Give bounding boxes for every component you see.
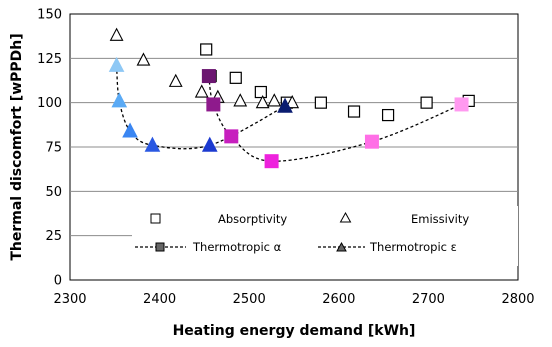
legend-label-emissivity: Emissivity	[411, 212, 469, 226]
data-point-square-filled	[264, 154, 279, 169]
x-tick-labels: 2300 2400 2500 2600 2700 2800	[53, 292, 534, 307]
data-point-triangle-open	[267, 93, 282, 107]
x-tick-label: 2500	[233, 292, 266, 307]
legend-label-absorptivity: Absorptivity	[218, 212, 287, 226]
legend-entry-absorptivity: Absorptivity	[150, 212, 287, 226]
data-point-triangle-filled	[111, 92, 128, 108]
y-axis-title: Thermal discomfort [wPPDh]	[9, 33, 25, 260]
data-point-square-filled	[206, 97, 221, 112]
data-point-square-open	[420, 96, 433, 109]
data-point-square-filled	[454, 97, 469, 112]
data-point-triangle-open	[233, 93, 248, 107]
data-point-triangle-open	[285, 94, 300, 109]
data-point-square-open	[200, 43, 213, 56]
legend-label-thermotropic-alpha: Thermotropic α	[192, 240, 282, 254]
data-point-triangle-filled	[108, 56, 125, 72]
data-point-triangle-open	[109, 27, 124, 41]
y-tick-label: 75	[45, 141, 62, 156]
data-point-square-filled	[224, 129, 239, 144]
data-point-square-open	[314, 96, 327, 109]
data-point-square-open	[381, 108, 395, 122]
x-tick-label: 2300	[53, 292, 86, 307]
data-point-triangle-filled	[144, 136, 161, 152]
legend-triangle-filled-marker	[336, 241, 347, 252]
legend-entry-thermotropic-epsilon: Thermotropic ε	[318, 240, 457, 254]
data-point-square-filled	[201, 69, 216, 84]
x-tick-label: 2700	[412, 292, 445, 307]
legend-triangle-open-marker	[339, 211, 352, 223]
data-point-triangle-filled	[201, 136, 218, 152]
data-points	[108, 27, 475, 169]
legend-label-thermotropic-epsilon: Thermotropic ε	[369, 240, 457, 254]
y-tick-label: 125	[37, 52, 62, 67]
data-point-triangle-filled	[122, 122, 138, 138]
data-point-square-open	[347, 105, 361, 118]
x-tick-label: 2400	[143, 292, 176, 307]
y-tick-label: 100	[37, 96, 62, 111]
legend-square-open-marker	[150, 213, 161, 224]
y-tick-label: 150	[37, 8, 62, 23]
data-point-triangle-filled	[277, 97, 293, 113]
data-point-triangle-open	[194, 84, 209, 98]
data-point-triangle-open	[136, 52, 151, 66]
legend-background	[132, 206, 518, 266]
x-axis-title: Heating energy demand [kWh]	[173, 323, 416, 339]
y-tick-label: 50	[45, 185, 62, 200]
legend-square-filled-marker	[155, 242, 165, 252]
legend-entry-emissivity: Emissivity	[339, 211, 469, 226]
data-point-square-filled	[364, 134, 379, 149]
x-tick-label: 2600	[322, 292, 355, 307]
legend-entry-thermotropic-alpha: Thermotropic α	[135, 240, 282, 254]
legend-entries: Absorptivity Emissivity Thermotropic α T…	[135, 211, 469, 254]
y-tick-label: 25	[45, 229, 62, 244]
x-tick-label: 2800	[501, 292, 534, 307]
legend	[132, 206, 518, 266]
y-tick-label: 0	[54, 274, 62, 289]
data-point-square-open	[229, 71, 242, 84]
data-point-triangle-open	[168, 73, 183, 87]
data-point-square-open	[254, 85, 267, 99]
y-tick-labels: 0 25 50 75 100 125 150	[37, 8, 62, 289]
data-point-triangle-open	[255, 94, 270, 109]
